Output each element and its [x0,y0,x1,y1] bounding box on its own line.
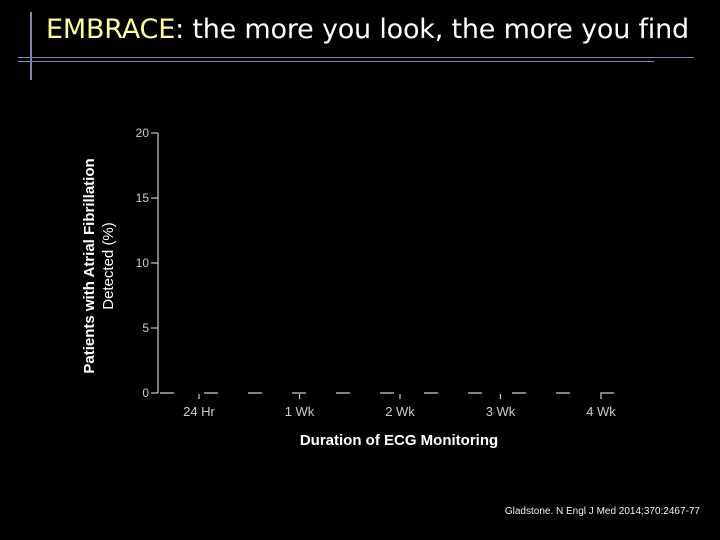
plot-area: 0 5 10 15 20 24 Hr 1 Wk 2 Wk 3 Wk 4 Wk [136,126,642,419]
x-tick-label: 24 Hr [183,404,215,419]
x-axis-label: Duration of ECG Monitoring [300,432,498,449]
y-axis-label-line2: Detected (%) [100,222,117,310]
slide-title: EMBRACE: the more you look, the more you… [46,14,689,45]
slide-title-accent: EMBRACE [46,14,176,45]
title-horizontal-rule-bottom [18,61,654,62]
title-vertical-rule [30,12,32,80]
y-tick-label: 15 [136,191,150,205]
title-horizontal-rule-top [18,57,694,58]
x-tick-label: 4 Wk [586,404,616,419]
slide-title-rest: : the more you look, the more you find [175,14,689,45]
x-tick-label: 1 Wk [285,404,315,419]
y-tick-label: 20 [136,126,150,140]
x-tick-label: 2 Wk [385,404,415,419]
y-tick-label: 5 [142,321,149,335]
citation: Gladstone. N Engl J Med 2014;370:2467-77 [504,506,700,517]
y-tick-label: 0 [142,386,149,400]
y-axis-label-line1: Patients with Atrial Fibrillation [81,158,98,373]
x-tick-label: 3 Wk [486,404,516,419]
y-tick-label: 10 [136,256,150,270]
